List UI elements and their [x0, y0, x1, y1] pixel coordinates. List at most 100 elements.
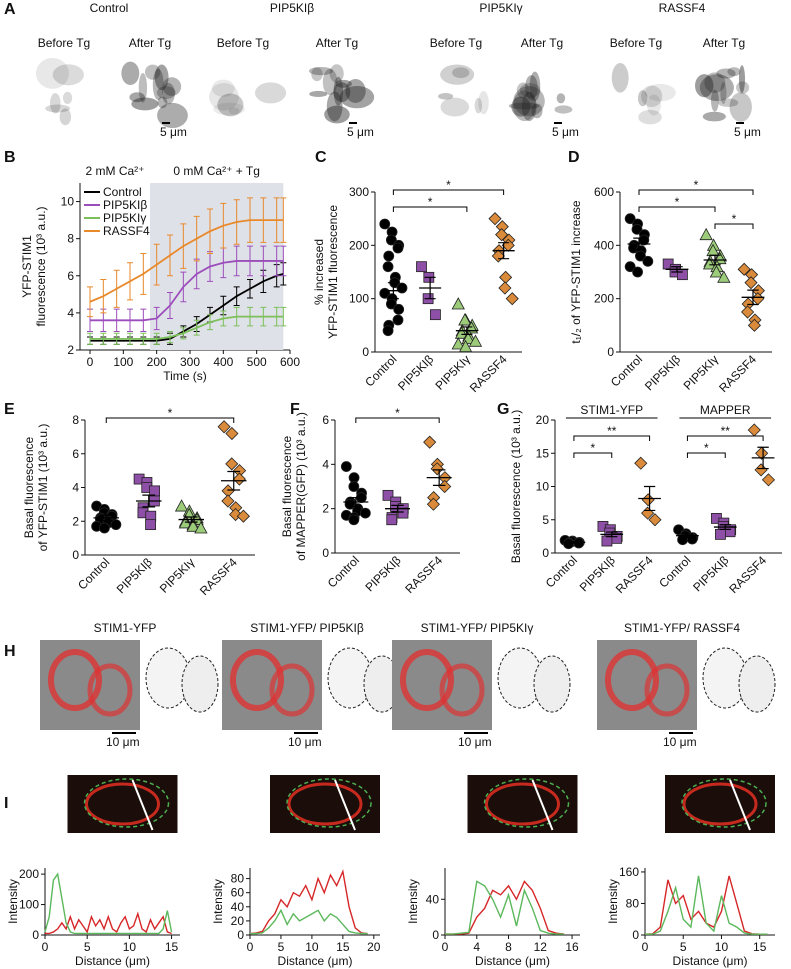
cell-red — [287, 782, 363, 826]
cell-green — [83, 778, 170, 828]
dot — [632, 266, 643, 278]
sem-bar — [349, 496, 363, 508]
dot — [624, 213, 636, 225]
significance-label: * — [704, 441, 709, 455]
scale-label: 5 μm — [160, 125, 187, 139]
x-tick-label: 5 — [680, 940, 687, 954]
micrograph-spot — [157, 102, 188, 129]
micrograph-spot — [152, 68, 164, 101]
y-tick-label: 60 — [231, 886, 245, 900]
micrograph-spot — [525, 75, 538, 100]
dot — [392, 314, 404, 326]
cell-red — [605, 649, 659, 711]
y-tick-label: 200 — [594, 292, 614, 306]
y-tick-label: 0 — [632, 928, 639, 942]
y-tick-label: 6 — [67, 269, 74, 283]
x-tick-label: PIP5KIβ — [114, 555, 155, 596]
panel-label: I — [4, 795, 8, 812]
y-axis-label: Basal fluorescence — [22, 436, 36, 538]
x-tick-label: 100 — [113, 355, 133, 369]
series-line — [249, 869, 368, 935]
y-tick-label: 2 — [67, 343, 74, 357]
scale-label: 10 μm — [106, 735, 140, 749]
dot — [451, 297, 465, 310]
y-axis-label: Intensity — [211, 879, 225, 924]
cell-green — [681, 778, 767, 828]
y-tick-label: 0 — [237, 928, 244, 942]
micrograph-spot — [710, 89, 719, 112]
cell-outline — [181, 655, 219, 713]
y-tick-label: 15 — [536, 446, 550, 460]
micrograph-spot — [641, 85, 663, 108]
panel-label: C — [315, 149, 327, 166]
sem-bar — [568, 541, 580, 544]
y-axis-label: % increased — [312, 239, 326, 305]
scale-label: 10 μm — [458, 735, 492, 749]
x-tick-label: 0 — [442, 940, 449, 954]
micrograph-spot — [727, 67, 741, 77]
micrograph-spot — [644, 83, 676, 102]
dot — [236, 509, 250, 523]
micrograph-spot — [345, 78, 366, 103]
y-tick-label: 200 — [349, 238, 369, 252]
significance-label: ** — [607, 424, 617, 438]
micrograph — [28, 55, 108, 135]
before-label: Before Tg — [217, 36, 269, 50]
before-label: Before Tg — [430, 36, 482, 50]
x-tick-label: 0 — [87, 355, 94, 369]
micrograph-spot — [508, 102, 540, 110]
micrograph-spot — [440, 97, 470, 117]
scale-label: 10 μm — [288, 735, 322, 749]
dot — [563, 538, 574, 550]
micrograph-spot — [52, 64, 84, 86]
series-line — [90, 315, 284, 340]
micrograph-spot — [512, 90, 536, 122]
significance-label: * — [428, 195, 433, 209]
dot — [426, 497, 440, 511]
sem-bar — [643, 485, 656, 512]
group-label: MAPPER — [700, 403, 751, 417]
dot — [454, 326, 469, 339]
dot — [634, 456, 648, 470]
y-tick-label: 8 — [72, 413, 79, 427]
y-axis-label: Intensity — [6, 879, 20, 924]
significance-label: * — [395, 406, 400, 420]
dot — [382, 489, 394, 501]
cell-red — [682, 782, 758, 826]
dot — [149, 485, 160, 497]
y-axis-label: t₁/₂ of YFP-STIM1 increase — [569, 200, 583, 344]
dot — [751, 292, 765, 306]
panel-a-title: PIP5KIβ — [270, 1, 314, 15]
micrograph-spot — [50, 93, 61, 114]
sem-bar — [709, 254, 721, 266]
x-tick-label: RASSF4 — [402, 553, 445, 596]
significance-bracket — [714, 223, 754, 229]
micrograph-spot — [556, 93, 566, 104]
significance-bracket — [392, 189, 505, 195]
dot — [174, 499, 189, 512]
micrograph-spot — [521, 91, 537, 122]
x-tick-label: PIP5KIγ — [157, 555, 198, 596]
significance-label: * — [168, 406, 173, 420]
dot — [488, 212, 502, 226]
y-tick-label: 80 — [231, 872, 245, 886]
dot — [505, 292, 519, 306]
x-tick-label: 10 — [123, 940, 137, 954]
series-line — [250, 908, 368, 935]
micrograph-spot — [718, 98, 739, 107]
x-tick-label: PIP5KIβ — [395, 352, 436, 393]
micrograph-spot — [695, 74, 714, 98]
micrograph-spot — [474, 97, 483, 114]
dot — [635, 250, 646, 262]
y-tick-label: 10 — [61, 195, 75, 209]
x-tick-label: 12 — [534, 940, 548, 954]
x-tick-label: 20 — [367, 940, 381, 954]
scale-label: 5 μm — [552, 125, 579, 139]
micrograph — [297, 55, 377, 135]
micrograph — [600, 55, 680, 135]
x-tick-label: 5 — [278, 940, 285, 954]
dot — [379, 218, 391, 230]
y-tick-label: 400 — [594, 238, 614, 252]
micrograph-spot — [438, 93, 454, 100]
dot — [221, 494, 235, 508]
